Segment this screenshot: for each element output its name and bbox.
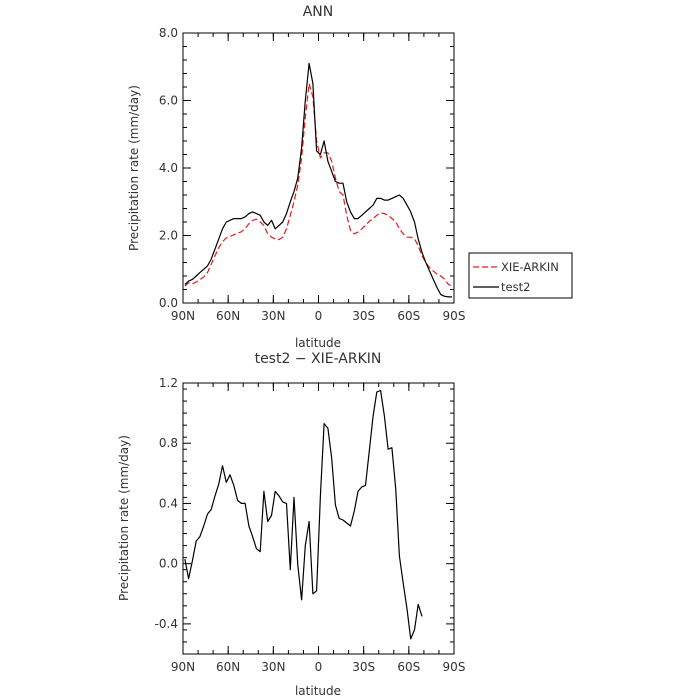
x-tick-label: 60N	[216, 660, 240, 674]
legend-label-test2: test2	[501, 280, 530, 294]
y-tick-label: 0.8	[159, 436, 178, 450]
x-tick-label: 60N	[216, 309, 240, 323]
x-tick-label: 60S	[397, 309, 420, 323]
top-x-axis-label: latitude	[295, 336, 341, 350]
top-chart-title: ANN	[303, 4, 334, 20]
y-tick-label: -0.4	[155, 617, 178, 631]
bottom-y-axis-label: Precipitation rate (mm/day)	[117, 435, 131, 601]
y-tick-label: 8.0	[159, 26, 178, 40]
x-tick-label: 30N	[261, 660, 285, 674]
top-axis-ticks	[182, 32, 455, 304]
bottom-chart-title: test2 − XIE-ARKIN	[255, 351, 382, 367]
bottom-tick-labels: -0.4 0.0 0.4 0.8 1.2 90N 60N 30N 0 30S 60S 90S	[155, 376, 466, 674]
y-tick-label: 1.2	[159, 376, 178, 390]
bottom-panel: test2 − XIE-ARKIN latitude Precipitation…	[117, 351, 465, 698]
y-tick-label: 0.0	[159, 557, 178, 571]
x-tick-label: 90N	[171, 309, 195, 323]
top-panel: ANN latitude Precipitation rate (mm/day)…	[127, 4, 573, 350]
x-tick-label: 30S	[352, 309, 375, 323]
legend: XIE-ARKIN test2	[468, 252, 573, 299]
x-tick-label: 90S	[443, 309, 466, 323]
top-series-lines	[184, 62, 453, 298]
x-tick-label: 0	[315, 309, 323, 323]
top-tick-labels: 0.0 2.0 4.0 6.0 8.0 90N 60N 30N 0 30S 60S 90S	[159, 26, 466, 323]
series-line-difference	[184, 389, 423, 640]
x-tick-label: 90N	[171, 660, 195, 674]
legend-label-xie-arkin: XIE-ARKIN	[501, 260, 559, 274]
x-tick-label: 0	[315, 660, 323, 674]
y-tick-label: 0.4	[159, 496, 178, 510]
bottom-axis-ticks	[182, 382, 455, 655]
x-tick-label: 30S	[352, 660, 375, 674]
series-line-test2	[184, 62, 453, 298]
bottom-plot-frame	[182, 382, 455, 655]
y-tick-label: 6.0	[159, 94, 178, 108]
x-tick-label: 30N	[261, 309, 285, 323]
y-tick-label: 4.0	[159, 161, 178, 175]
top-plot-frame	[182, 32, 455, 304]
legend-box	[468, 252, 573, 299]
x-tick-label: 60S	[397, 660, 420, 674]
series-line-xie-arkin	[184, 83, 453, 287]
bottom-x-axis-label: latitude	[295, 684, 341, 698]
bottom-series-lines	[184, 389, 423, 640]
y-tick-label: 2.0	[159, 229, 178, 243]
top-y-axis-label: Precipitation rate (mm/day)	[127, 85, 141, 251]
x-tick-label: 90S	[443, 660, 466, 674]
y-tick-label: 0.0	[159, 296, 178, 310]
